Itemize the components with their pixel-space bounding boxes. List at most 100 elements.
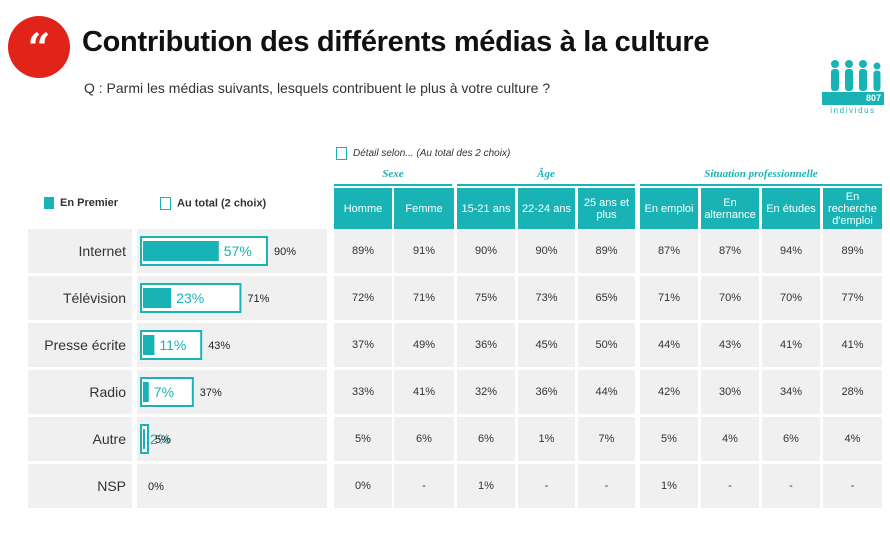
row-band-cell	[640, 276, 698, 320]
row-band-cell	[334, 464, 392, 508]
row-band-cell	[518, 323, 575, 367]
column-header: En alternance	[701, 188, 759, 230]
row-band-cell	[823, 229, 882, 273]
table-cell: 94%	[779, 245, 803, 257]
table-cell: 36%	[474, 339, 498, 351]
quote-icon: “	[8, 16, 70, 78]
table-cell: 90%	[535, 245, 558, 257]
table-cell: 90%	[474, 245, 498, 257]
bar-first-label: 23%	[176, 290, 204, 306]
row-band-cell	[578, 464, 635, 508]
row-band-cell	[518, 417, 575, 461]
row-band-cell	[518, 276, 575, 320]
column-header: En recherche d'emploi	[823, 188, 882, 230]
bar-first-label: 7%	[154, 384, 174, 400]
column-header: 25 ans et plus	[578, 188, 635, 230]
row-band-cell	[640, 464, 698, 508]
table-cell: 33%	[351, 386, 375, 398]
table-cell: 4%	[844, 433, 861, 445]
table-cell: 91%	[412, 245, 436, 257]
row-band-cell	[640, 229, 698, 273]
row-band-cell	[823, 370, 882, 414]
row-band-cell	[518, 370, 575, 414]
legend-first-swatch	[44, 197, 54, 210]
people-icon	[831, 60, 881, 91]
table-cell: 87%	[718, 245, 742, 257]
table-cell: 65%	[595, 292, 618, 304]
question-text: Q : Parmi les médias suivants, lesquels …	[84, 80, 551, 96]
table-cell: 89%	[841, 245, 864, 257]
column-header: En études	[762, 188, 820, 230]
bar-total	[140, 377, 194, 407]
row-band-cell	[762, 229, 820, 273]
table-cell: 87%	[657, 245, 681, 257]
page-title: Contribution des différents médias à la …	[82, 26, 710, 58]
table-cell: 45%	[535, 339, 558, 351]
bar-total-label: 43%	[208, 340, 230, 352]
table-cell: 70%	[718, 292, 742, 304]
row-band-cell	[640, 323, 698, 367]
row-band-cell	[457, 323, 515, 367]
group-age: Âge	[457, 168, 635, 186]
legend-first: En Premier	[44, 197, 118, 210]
row-band-cell	[640, 370, 698, 414]
row-band-cell	[823, 323, 882, 367]
row-band-bars	[137, 464, 327, 508]
sample-size-logo: 807 individus	[822, 58, 884, 115]
row-band-cell	[762, 323, 820, 367]
row-band-cell	[701, 464, 759, 508]
row-band-cell	[701, 370, 759, 414]
row-band-cell	[394, 276, 454, 320]
row-band-cell	[701, 417, 759, 461]
table-cell: 71%	[657, 292, 681, 304]
column-header: Femme	[394, 188, 454, 230]
table-cell: -	[422, 480, 426, 492]
row-band-label	[28, 229, 132, 273]
column-header: 15-21 ans	[457, 188, 515, 230]
row-band-cell	[762, 370, 820, 414]
table-cell: 1%	[661, 480, 677, 492]
row-band-cell	[701, 229, 759, 273]
row-label: Autre	[92, 431, 126, 447]
legend-detail: Détail selon... (Au total des 2 choix)	[336, 147, 510, 160]
table-cell: 28%	[841, 386, 864, 398]
table-cell: 89%	[351, 245, 375, 257]
table-cell: 6%	[783, 433, 799, 445]
row-band-cell	[762, 417, 820, 461]
sample-size-number: 807	[865, 93, 881, 103]
bar-first-label: 57%	[224, 243, 252, 259]
table-cell: 89%	[595, 245, 618, 257]
table-cell: 72%	[351, 292, 375, 304]
row-band-cell	[578, 323, 635, 367]
logo-bar	[822, 92, 884, 105]
row-band-cell	[823, 417, 882, 461]
bar-first-label: 2%	[150, 431, 170, 447]
table-cell: 77%	[841, 292, 864, 304]
table-cell: 42%	[657, 386, 681, 398]
row-band-label	[28, 464, 132, 508]
row-label: Internet	[78, 243, 126, 259]
legend-total-swatch	[160, 197, 171, 210]
row-band-cell	[701, 276, 759, 320]
row-band-label	[28, 276, 132, 320]
bar-total-label: 0%	[148, 481, 164, 493]
table-cell: 6%	[416, 433, 432, 445]
row-band-cell	[457, 417, 515, 461]
table-cell: -	[789, 480, 793, 492]
table-cell: 41%	[412, 386, 436, 398]
table-cell: 37%	[351, 339, 375, 351]
table-cell: 5%	[661, 433, 677, 445]
row-band-cell	[518, 229, 575, 273]
row-band-cell	[334, 370, 392, 414]
table-cell: 50%	[595, 339, 618, 351]
column-header: Homme	[334, 188, 392, 230]
row-band-label	[28, 323, 132, 367]
bar-first-label: 11%	[159, 337, 186, 353]
row-band-cell	[394, 323, 454, 367]
row-band-cell	[334, 417, 392, 461]
table-cell: 1%	[538, 433, 555, 445]
bar-first	[143, 288, 172, 308]
table-cell: 75%	[474, 292, 498, 304]
row-band-bars	[137, 417, 327, 461]
bar-total-label: 37%	[200, 387, 222, 399]
